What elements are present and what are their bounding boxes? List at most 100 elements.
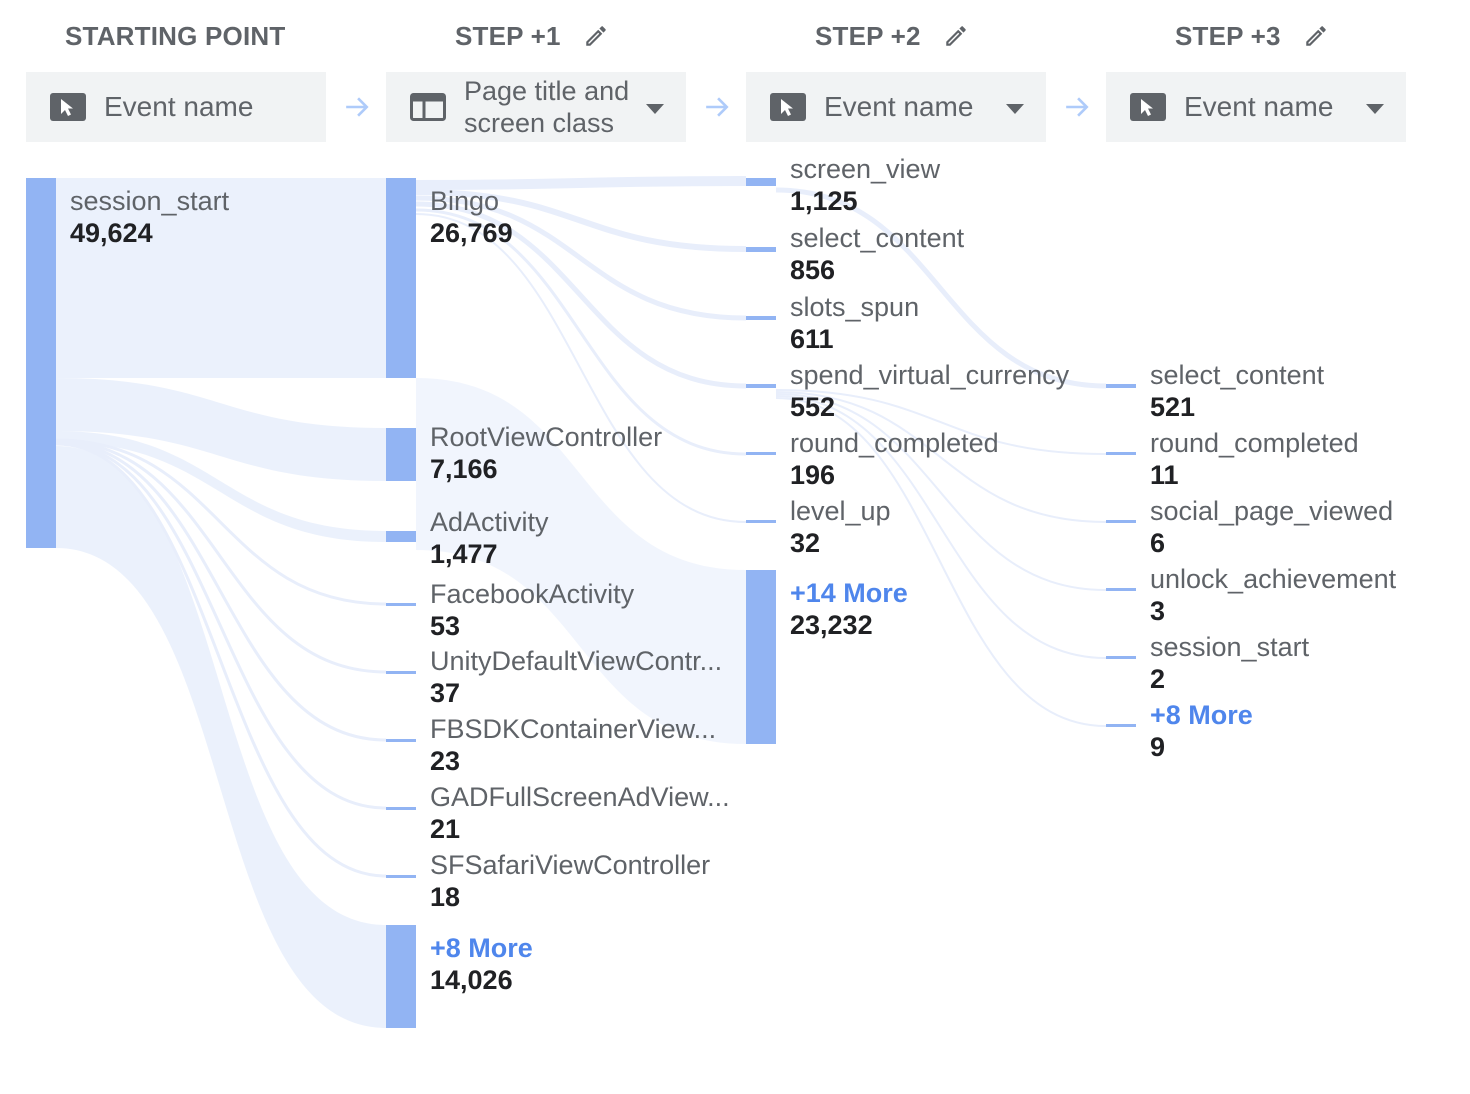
node-label-screen-view: screen_view 1,125 <box>790 153 940 217</box>
node-count: 9 <box>1150 732 1166 762</box>
node-bar-rootviewcontroller[interactable] <box>386 428 416 481</box>
node-bar-round-completed[interactable] <box>746 452 776 455</box>
node-bar-social-page-viewed[interactable] <box>1106 520 1136 523</box>
node-name: Bingo <box>430 186 500 216</box>
dimension-label: Page title and screen class <box>464 76 630 138</box>
edit-step-3-pencil-icon[interactable] <box>1303 23 1329 49</box>
node-bar-unlock-achievement[interactable] <box>1106 588 1136 591</box>
cursor-icon <box>1130 93 1166 121</box>
node-bar-unitydefaultviewcontroller[interactable] <box>386 671 416 674</box>
node-bar-facebookactivity[interactable] <box>386 603 416 606</box>
node-name: social_page_viewed <box>1150 496 1394 526</box>
node-label-unlock-achievement: unlock_achievement 3 <box>1150 563 1396 627</box>
node-count: 26,769 <box>430 218 513 248</box>
node-count: 6 <box>1150 528 1166 558</box>
node-name: unlock_achievement <box>1150 564 1397 594</box>
dimension-label: Event name <box>1184 91 1334 122</box>
node-label-step3-round-completed: round_completed 11 <box>1150 427 1359 491</box>
node-bar-gadfullscreenadview[interactable] <box>386 807 416 810</box>
node-bar-level-up[interactable] <box>746 520 776 523</box>
node-label-bingo: Bingo 26,769 <box>430 185 513 249</box>
node-label-spend-virtual-currency: spend_virtual_currency 552 <box>790 359 1069 423</box>
node-bar-step3-more[interactable] <box>1106 724 1136 727</box>
node-bar-sfsafariviewcontroller[interactable] <box>386 875 416 878</box>
node-bar-session-start[interactable] <box>26 178 56 548</box>
node-count: 23 <box>430 746 461 776</box>
node-count: 23,232 <box>790 610 873 640</box>
node-label-gadfullscreenadview: GADFullScreenAdView... 21 <box>430 781 730 845</box>
edit-step-1-pencil-icon[interactable] <box>583 23 609 49</box>
node-bar-select-content[interactable] <box>746 247 776 252</box>
node-count: 1,477 <box>430 539 498 569</box>
starting-point-dimension-selector: Event name <box>26 72 326 142</box>
flow-start-gad <box>55 441 387 810</box>
chevron-down-icon <box>1366 104 1384 114</box>
arrow-right-icon <box>1066 97 1089 117</box>
flow-bingo-roundcompleted <box>415 208 747 456</box>
node-name: round_completed <box>790 428 999 458</box>
node-label-step3-select-content: select_content 521 <box>1150 359 1324 423</box>
column-title-text: STEP +1 <box>455 20 561 51</box>
dimension-label: Event name <box>824 91 974 122</box>
node-name: session_start <box>1150 632 1310 662</box>
node-name: select_content <box>1150 360 1325 390</box>
node-count: 611 <box>790 324 834 354</box>
node-bar-spend-virtual-currency[interactable] <box>746 384 776 388</box>
node-count: 21 <box>430 814 461 844</box>
node-bar-bingo[interactable] <box>386 178 416 378</box>
more-link[interactable]: +8 More <box>430 933 533 963</box>
node-count: 196 <box>790 460 836 490</box>
node-count: 53 <box>430 611 461 641</box>
node-label-step2-more: +14 More 23,232 <box>790 577 908 641</box>
flow-start-unity <box>55 439 387 674</box>
node-bar-adactivity[interactable] <box>386 531 416 542</box>
node-bar-screen-view[interactable] <box>746 178 776 186</box>
node-label-social-page-viewed: social_page_viewed 6 <box>1150 495 1393 559</box>
flow-bingo-levelup <box>415 213 747 523</box>
flow-start-more <box>56 446 386 1028</box>
flow-bingo-selectcontent <box>415 189 747 252</box>
flow-start-fbsdk <box>55 440 387 742</box>
node-count: 7,166 <box>430 454 498 484</box>
node-name: round_completed <box>1150 428 1359 458</box>
more-link[interactable]: +14 More <box>790 578 908 608</box>
node-label-sfsafariviewcontroller: SFSafariViewController 18 <box>430 849 710 913</box>
more-link[interactable]: +8 More <box>1150 700 1253 730</box>
node-name: slots_spun <box>790 292 920 322</box>
node-count: 11 <box>1150 460 1179 490</box>
arrow-right-icon <box>346 97 369 117</box>
node-count: 32 <box>790 528 821 558</box>
node-bar-step3-round-completed[interactable] <box>1106 452 1136 455</box>
edit-step-2-pencil-icon[interactable] <box>943 23 969 49</box>
step-3-dimension-dropdown[interactable]: Event name <box>1106 72 1406 142</box>
node-count: 49,624 <box>70 218 153 248</box>
column-title-text: STEP +2 <box>815 20 921 51</box>
node-count: 18 <box>430 882 461 912</box>
flow-start-adactivity <box>56 431 386 542</box>
node-label-step1-more: +8 More 14,026 <box>430 932 533 996</box>
node-bar-slots-spun[interactable] <box>746 316 776 320</box>
node-bar-step3-session-start[interactable] <box>1106 656 1136 659</box>
flow-start-safari <box>55 442 387 878</box>
screen-icon <box>410 93 446 121</box>
flow-start-root <box>56 378 386 481</box>
node-name: RootViewController <box>430 422 663 452</box>
node-count: 2 <box>1150 664 1166 694</box>
column-title-text: STARTING POINT <box>65 20 286 51</box>
node-count: 3 <box>1150 596 1166 626</box>
node-bar-step2-more[interactable] <box>746 570 776 744</box>
step-1-dimension-dropdown[interactable]: Page title and screen class <box>386 72 686 142</box>
node-name: session_start <box>70 186 230 216</box>
step-2-dimension-dropdown[interactable]: Event name <box>746 72 1046 142</box>
chevron-down-icon <box>646 104 664 114</box>
node-name: FBSDKContainerView... <box>430 714 717 744</box>
node-bar-step1-more[interactable] <box>386 925 416 1028</box>
node-label-adactivity: AdActivity 1,477 <box>430 506 549 570</box>
cursor-icon <box>50 93 86 121</box>
node-bar-fbsdkcontainerview[interactable] <box>386 739 416 742</box>
node-bar-step3-select-content[interactable] <box>1106 384 1136 388</box>
node-label-select-content: select_content 856 <box>790 222 964 286</box>
node-count: 1,125 <box>790 186 858 216</box>
column-title-step-2: STEP +2 <box>815 18 969 54</box>
node-label-round-completed: round_completed 196 <box>790 427 999 491</box>
